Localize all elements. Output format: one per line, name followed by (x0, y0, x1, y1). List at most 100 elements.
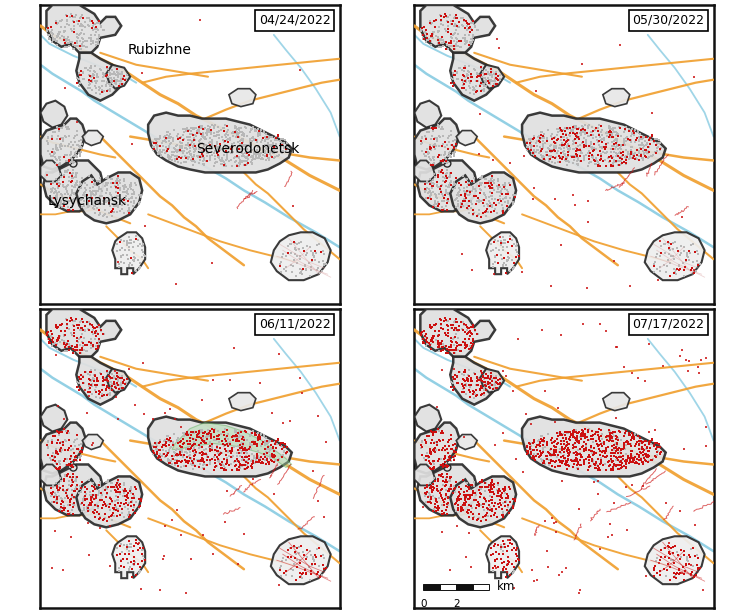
Point (150, 139, 162, 148)
Point (54, 152, 66, 162)
Point (109, 74, 121, 83)
Point (587, 450, 599, 460)
Point (480, 379, 492, 389)
Point (685, 240, 697, 250)
Point (615, 397, 627, 407)
Point (445, 444, 457, 454)
Point (188, 142, 200, 151)
Point (216, 125, 228, 135)
Point (460, 421, 472, 430)
Point (431, 484, 443, 494)
Point (483, 178, 495, 188)
Point (81, 191, 93, 200)
Point (198, 436, 210, 446)
Point (252, 148, 264, 158)
Point (266, 451, 278, 461)
Point (159, 148, 171, 158)
Point (409, 337, 421, 347)
Point (250, 135, 262, 145)
Point (544, 205, 556, 215)
Point (499, 501, 511, 511)
Point (492, 75, 504, 85)
Point (548, 143, 560, 153)
Point (648, 425, 661, 435)
Point (110, 504, 122, 514)
Point (615, 93, 627, 103)
Point (469, 246, 481, 256)
Point (54, 169, 66, 179)
Point (664, 240, 676, 249)
Point (416, 443, 428, 452)
Point (487, 91, 499, 101)
Point (176, 456, 188, 466)
Point (608, 443, 620, 453)
Point (200, 134, 212, 144)
Point (420, 193, 432, 203)
Point (219, 160, 231, 170)
Point (104, 40, 116, 50)
Point (262, 32, 274, 42)
Point (272, 130, 284, 140)
Point (243, 148, 255, 158)
Point (80, 219, 92, 229)
Point (231, 294, 243, 303)
Point (692, 539, 704, 549)
Point (462, 186, 474, 196)
Point (412, 167, 424, 177)
Point (251, 449, 263, 459)
Point (497, 260, 509, 270)
Point (296, 383, 308, 393)
Point (198, 243, 210, 253)
Point (461, 376, 474, 386)
Point (535, 380, 547, 390)
Point (269, 152, 281, 162)
Point (636, 336, 648, 346)
Point (683, 559, 695, 569)
Point (97, 373, 109, 383)
Point (426, 183, 438, 192)
Point (591, 156, 603, 166)
Point (292, 53, 304, 63)
Point (74, 285, 86, 295)
Point (626, 457, 638, 466)
Point (561, 316, 573, 326)
Point (412, 407, 424, 417)
Point (592, 430, 604, 440)
Point (508, 496, 520, 506)
Point (308, 504, 320, 514)
Point (639, 152, 651, 162)
Point (453, 183, 465, 193)
Point (278, 442, 290, 452)
Point (507, 324, 519, 333)
Point (625, 451, 637, 460)
Point (179, 428, 192, 438)
Point (631, 145, 643, 155)
Point (461, 508, 474, 517)
Point (429, 22, 441, 32)
Point (181, 148, 193, 158)
Point (576, 121, 588, 131)
Point (201, 444, 213, 454)
Point (433, 326, 445, 335)
Point (571, 144, 583, 154)
Point (639, 449, 651, 459)
Point (213, 430, 225, 440)
Point (706, 535, 718, 545)
Point (108, 67, 120, 77)
Point (473, 205, 485, 215)
Point (459, 194, 471, 204)
Point (665, 251, 677, 261)
Point (484, 504, 496, 514)
Point (280, 555, 292, 565)
Point (241, 457, 253, 466)
Point (566, 430, 578, 440)
Point (146, 320, 158, 330)
Point (138, 373, 150, 383)
Point (136, 556, 149, 566)
Point (197, 455, 209, 465)
Point (48, 193, 60, 203)
Point (596, 112, 608, 121)
Point (124, 291, 136, 300)
Point (557, 129, 569, 139)
Point (231, 598, 243, 607)
